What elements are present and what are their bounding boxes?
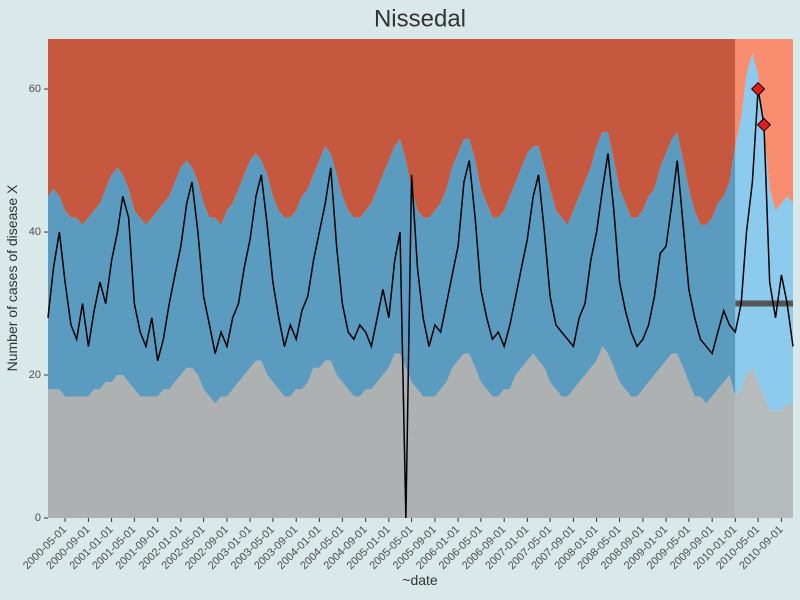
chart-title: Nissedal <box>374 5 466 32</box>
x-axis-title: ~date <box>402 572 438 588</box>
y-tick-label: 20 <box>29 369 41 381</box>
alarm-marker <box>756 117 772 132</box>
upper-zone <box>48 39 736 225</box>
alarm-marker <box>751 81 766 97</box>
y-tick-label: 40 <box>29 226 41 238</box>
y-axis-title: Number of cases of disease X <box>4 184 20 371</box>
lower-zone <box>735 367 793 518</box>
y-tick-label: 0 <box>35 512 41 524</box>
lower-zone <box>48 346 736 518</box>
expected-band <box>735 53 793 411</box>
y-tick-label: 60 <box>29 83 41 95</box>
cases-line <box>47 88 794 519</box>
